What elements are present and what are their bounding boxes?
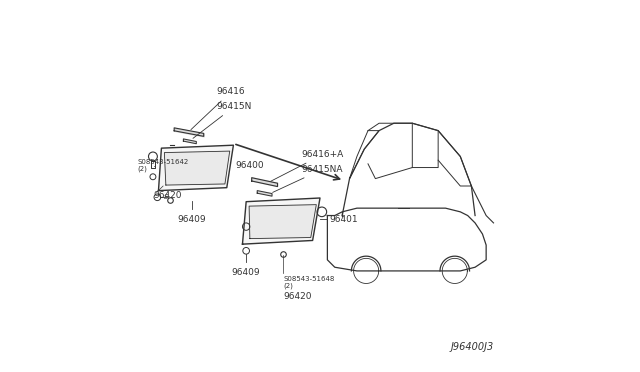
Text: 96416: 96416 — [191, 87, 245, 129]
Text: J96400J3: J96400J3 — [451, 342, 493, 352]
Polygon shape — [159, 145, 234, 190]
Polygon shape — [243, 198, 320, 244]
Text: 96409: 96409 — [177, 215, 206, 224]
Polygon shape — [252, 178, 278, 186]
Text: 96415N: 96415N — [193, 102, 252, 138]
Polygon shape — [184, 139, 196, 144]
Polygon shape — [249, 205, 316, 238]
Polygon shape — [257, 190, 272, 196]
Text: 96400: 96400 — [235, 161, 264, 170]
Text: 96415NA: 96415NA — [273, 165, 343, 192]
Text: 96416+A: 96416+A — [271, 150, 344, 181]
Text: S08543-51642
(2): S08543-51642 (2) — [137, 159, 189, 173]
Text: S08543-51648
(2): S08543-51648 (2) — [283, 276, 335, 289]
Text: 96420: 96420 — [283, 292, 312, 301]
Text: 96420: 96420 — [153, 191, 182, 200]
Polygon shape — [164, 151, 230, 185]
Text: 96401: 96401 — [329, 215, 358, 224]
Text: S: S — [164, 194, 168, 200]
Text: 96409: 96409 — [232, 268, 260, 277]
